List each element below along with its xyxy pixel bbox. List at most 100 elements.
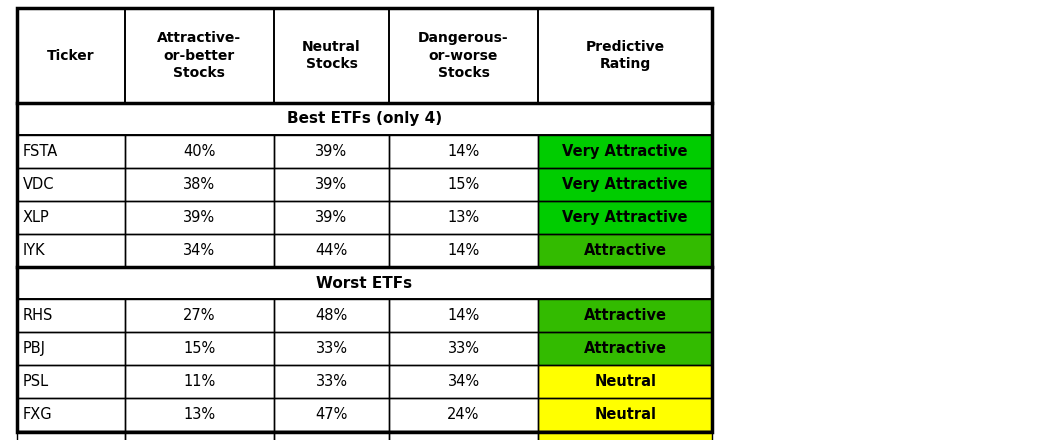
- Bar: [389, 234, 538, 267]
- Bar: [125, 299, 274, 332]
- Bar: [125, 398, 274, 431]
- Bar: [538, 365, 712, 398]
- Bar: [125, 234, 274, 267]
- Text: 15%: 15%: [183, 341, 215, 356]
- Bar: [17, 168, 125, 201]
- Text: 14%: 14%: [448, 308, 480, 323]
- Bar: [125, 234, 274, 267]
- Bar: [538, 135, 712, 168]
- Bar: [538, 398, 712, 431]
- Bar: [274, 365, 389, 398]
- Bar: [538, 431, 712, 440]
- Text: 14%: 14%: [448, 144, 480, 159]
- Bar: [17, 299, 125, 332]
- Bar: [17, 398, 125, 431]
- Text: Attractive-
or-better
Stocks: Attractive- or-better Stocks: [157, 31, 242, 80]
- Bar: [17, 365, 125, 398]
- Bar: [389, 8, 538, 103]
- Text: Dangerous-
or-worse
Stocks: Dangerous- or-worse Stocks: [418, 31, 509, 80]
- Bar: [125, 299, 274, 332]
- Text: 33%: 33%: [315, 374, 348, 389]
- Bar: [17, 201, 125, 234]
- Bar: [125, 135, 274, 168]
- Text: 13%: 13%: [183, 407, 215, 422]
- Bar: [17, 135, 125, 168]
- Bar: [274, 332, 389, 365]
- Bar: [274, 201, 389, 234]
- Text: 44%: 44%: [315, 243, 348, 258]
- Bar: [538, 234, 712, 267]
- Text: VDC: VDC: [23, 177, 54, 192]
- Bar: [125, 201, 274, 234]
- Bar: [538, 332, 712, 365]
- Bar: [274, 431, 389, 440]
- Text: Very Attractive: Very Attractive: [562, 144, 688, 159]
- Bar: [389, 8, 538, 103]
- Bar: [17, 103, 712, 135]
- Bar: [125, 365, 274, 398]
- Bar: [389, 398, 538, 431]
- Bar: [17, 332, 125, 365]
- Bar: [538, 299, 712, 332]
- Bar: [17, 332, 125, 365]
- Bar: [389, 201, 538, 234]
- Bar: [125, 431, 274, 440]
- Bar: [17, 8, 125, 103]
- Text: 39%: 39%: [315, 144, 348, 159]
- Bar: [538, 168, 712, 201]
- Bar: [538, 168, 712, 201]
- Text: PSL: PSL: [23, 374, 49, 389]
- Bar: [538, 431, 712, 440]
- Text: FSTA: FSTA: [23, 144, 58, 159]
- Bar: [389, 365, 538, 398]
- Text: 24%: 24%: [448, 407, 480, 422]
- Bar: [17, 365, 125, 398]
- Bar: [274, 8, 389, 103]
- Bar: [17, 431, 125, 440]
- Bar: [17, 201, 125, 234]
- Bar: [125, 431, 274, 440]
- Text: 13%: 13%: [448, 210, 480, 225]
- Text: 11%: 11%: [183, 374, 215, 389]
- Bar: [274, 299, 389, 332]
- Bar: [125, 332, 274, 365]
- Bar: [274, 135, 389, 168]
- Bar: [125, 8, 274, 103]
- Text: Neutral: Neutral: [594, 374, 656, 389]
- Bar: [389, 299, 538, 332]
- Text: Attractive: Attractive: [584, 341, 666, 356]
- Bar: [17, 103, 712, 135]
- Bar: [389, 398, 538, 431]
- Bar: [538, 299, 712, 332]
- Bar: [274, 201, 389, 234]
- Bar: [538, 201, 712, 234]
- Bar: [538, 201, 712, 234]
- Bar: [538, 8, 712, 103]
- Bar: [538, 398, 712, 431]
- Bar: [274, 398, 389, 431]
- Bar: [274, 234, 389, 267]
- Bar: [17, 8, 712, 432]
- Text: 33%: 33%: [315, 341, 348, 356]
- Bar: [389, 234, 538, 267]
- Bar: [389, 168, 538, 201]
- Bar: [538, 365, 712, 398]
- Text: Attractive: Attractive: [584, 243, 666, 258]
- Bar: [125, 8, 274, 103]
- Bar: [274, 398, 389, 431]
- Bar: [274, 8, 389, 103]
- Bar: [125, 168, 274, 201]
- Bar: [17, 267, 712, 299]
- Bar: [538, 135, 712, 168]
- Bar: [274, 234, 389, 267]
- Bar: [274, 135, 389, 168]
- Text: 48%: 48%: [315, 308, 348, 323]
- Text: Best ETFs (only 4): Best ETFs (only 4): [287, 111, 442, 126]
- Text: 47%: 47%: [315, 407, 348, 422]
- Text: XLP: XLP: [23, 210, 50, 225]
- Text: RHS: RHS: [23, 308, 53, 323]
- Bar: [389, 431, 538, 440]
- Bar: [17, 234, 125, 267]
- Text: Very Attractive: Very Attractive: [562, 177, 688, 192]
- Bar: [389, 201, 538, 234]
